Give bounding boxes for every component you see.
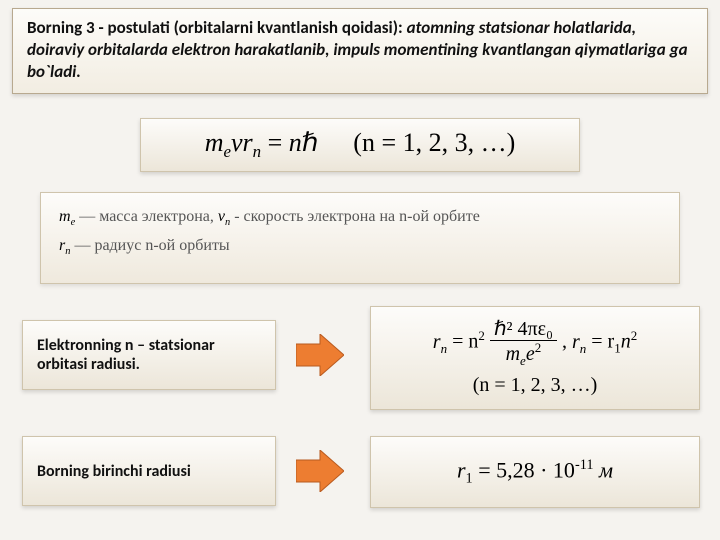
main-formula: mevrn = nℏ (n = 1, 2, 3, …) <box>205 128 516 162</box>
label-radius-n: Elektronning n – statsionar orbitasi rad… <box>22 320 276 390</box>
definitions-box: me — масса электрона, vn - скорость элек… <box>40 192 680 284</box>
formula-r1-expr: r1 = 5,28 · 10-11 м <box>457 457 613 488</box>
formula-rn-line2: (n = 1, 2, 3, …) <box>473 374 598 397</box>
formula-radius-n: rn = n2 ℏ² 4πε₀ mee2 , rn = r1n2 (n = 1,… <box>370 306 700 410</box>
main-formula-box: mevrn = nℏ (n = 1, 2, 3, …) <box>140 118 580 172</box>
formula-r1-value: r1 = 5,28 · 10-11 м <box>370 436 700 508</box>
formula-rn-line1: rn = n2 ℏ² 4πε₀ mee2 , rn = r1n2 <box>433 319 637 367</box>
header-title: Borning 3 - postulati (orbitalarni kvant… <box>27 17 403 38</box>
arrow-icon-1 <box>296 334 344 376</box>
label-first-radius-text: Borning birinchi radiusi <box>37 462 191 481</box>
label-first-radius: Borning birinchi radiusi <box>22 436 276 506</box>
def-line-2: rn — радиус n-ой орбиты <box>59 232 661 261</box>
header-box: Borning 3 - postulati (orbitalarni kvant… <box>12 8 708 94</box>
def-line-1: me — масса электрона, vn - скорость элек… <box>59 203 661 232</box>
arrow-icon-2 <box>296 450 344 492</box>
label-radius-n-text: Elektronning n – statsionar orbitasi rad… <box>37 336 261 374</box>
